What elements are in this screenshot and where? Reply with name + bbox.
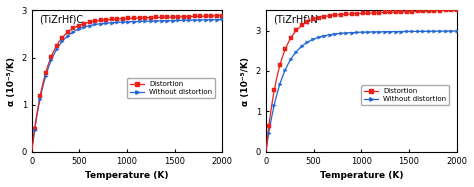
Y-axis label: α (10⁻⁵/K): α (10⁻⁵/K) — [7, 56, 16, 105]
X-axis label: Temperature (K): Temperature (K) — [85, 171, 169, 180]
Legend: Distortion, Without distortion: Distortion, Without distortion — [361, 85, 449, 105]
X-axis label: Temperature (K): Temperature (K) — [319, 171, 403, 180]
Legend: Distortion, Without distortion: Distortion, Without distortion — [127, 78, 215, 98]
Text: (TiZrHf)C: (TiZrHf)C — [39, 15, 83, 25]
Text: (TiZrHf)N: (TiZrHf)N — [273, 15, 319, 25]
Y-axis label: α (10⁻⁵/K): α (10⁻⁵/K) — [241, 56, 250, 105]
